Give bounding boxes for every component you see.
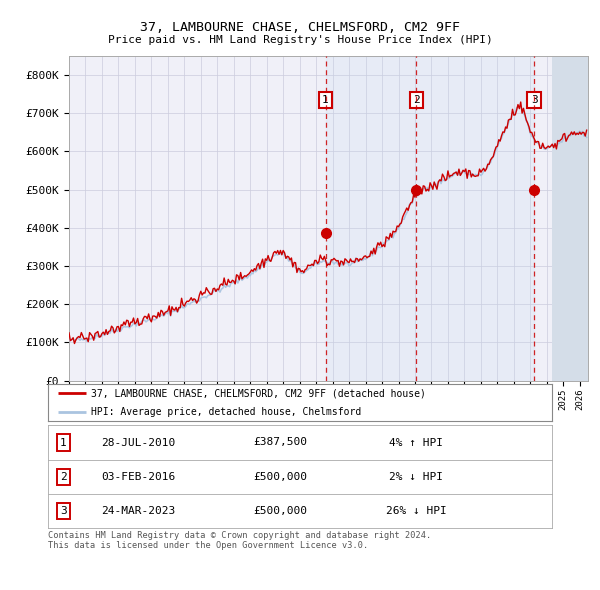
Text: 37, LAMBOURNE CHASE, CHELMSFORD, CM2 9FF (detached house): 37, LAMBOURNE CHASE, CHELMSFORD, CM2 9FF… — [91, 388, 426, 398]
Text: £387,500: £387,500 — [253, 438, 307, 447]
Text: 2: 2 — [60, 472, 67, 481]
Text: 03-FEB-2016: 03-FEB-2016 — [101, 472, 176, 481]
Text: 37, LAMBOURNE CHASE, CHELMSFORD, CM2 9FF: 37, LAMBOURNE CHASE, CHELMSFORD, CM2 9FF — [140, 21, 460, 34]
Text: 26% ↓ HPI: 26% ↓ HPI — [386, 506, 446, 516]
Text: £500,000: £500,000 — [253, 472, 307, 481]
Bar — [326, 56, 534, 381]
Text: 2: 2 — [413, 95, 420, 105]
Text: 24-MAR-2023: 24-MAR-2023 — [101, 506, 176, 516]
Text: 1: 1 — [322, 95, 329, 105]
Text: HPI: Average price, detached house, Chelmsford: HPI: Average price, detached house, Chel… — [91, 407, 361, 417]
Bar — [552, 56, 596, 381]
Text: 1: 1 — [60, 438, 67, 447]
Text: Price paid vs. HM Land Registry's House Price Index (HPI): Price paid vs. HM Land Registry's House … — [107, 35, 493, 45]
Bar — [552, 56, 596, 381]
Text: 2% ↓ HPI: 2% ↓ HPI — [389, 472, 443, 481]
Text: Contains HM Land Registry data © Crown copyright and database right 2024.
This d: Contains HM Land Registry data © Crown c… — [48, 531, 431, 550]
Text: £500,000: £500,000 — [253, 506, 307, 516]
Text: 3: 3 — [531, 95, 538, 105]
Text: 4% ↑ HPI: 4% ↑ HPI — [389, 438, 443, 447]
Text: 28-JUL-2010: 28-JUL-2010 — [101, 438, 176, 447]
Text: 3: 3 — [60, 506, 67, 516]
